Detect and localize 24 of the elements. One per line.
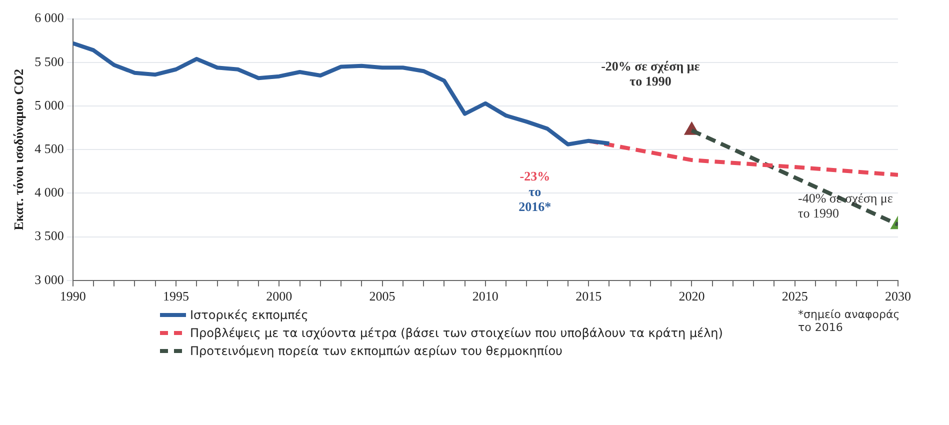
- x-tick-label: 2000: [266, 288, 292, 304]
- y-axis-title: Εκατ. τόνοι ισοδύναμου CO2: [11, 68, 26, 230]
- y-tick-label: 5 000: [34, 97, 64, 112]
- x-tick-label: 2020: [678, 288, 705, 304]
- annotation: -20% σε σχέση με το 1990: [601, 58, 700, 89]
- annotation: το 2016*: [518, 184, 552, 214]
- text: *σημείο αναφοράς το 2016: [798, 308, 901, 334]
- x-tick-label: 2010: [472, 288, 498, 304]
- x-tick-label: 2025: [782, 288, 808, 304]
- y-tick-label: 6 000: [34, 10, 64, 26]
- y-tick-label: 4 500: [34, 141, 64, 156]
- x-tick-label: 2030: [885, 288, 911, 304]
- y-tick-label: 3 500: [34, 228, 64, 244]
- legend-label: Προβλέψεις με τα ισχύοντα μέτρα (βάσει των στοιχείων που υποβάλουν τα κράτη μέλη): [190, 326, 723, 340]
- y-tick-label: 5 500: [34, 54, 64, 69]
- legend-label: Προτεινόμενη πορεία των εκπομπών αερίων του θερμοκηπίου: [190, 344, 562, 358]
- x-tick-label: 2015: [576, 288, 602, 304]
- x-tick-label: 2005: [369, 288, 396, 304]
- y-tick-label: 4 000: [34, 184, 64, 200]
- x-tick-label: 1995: [162, 288, 189, 304]
- annotation: -23%: [520, 168, 550, 184]
- y-tick-label: 3 000: [34, 272, 64, 287]
- legend-label: Ιστορικές εκπομπές: [190, 308, 308, 322]
- x-tick-label: 1990: [60, 288, 86, 304]
